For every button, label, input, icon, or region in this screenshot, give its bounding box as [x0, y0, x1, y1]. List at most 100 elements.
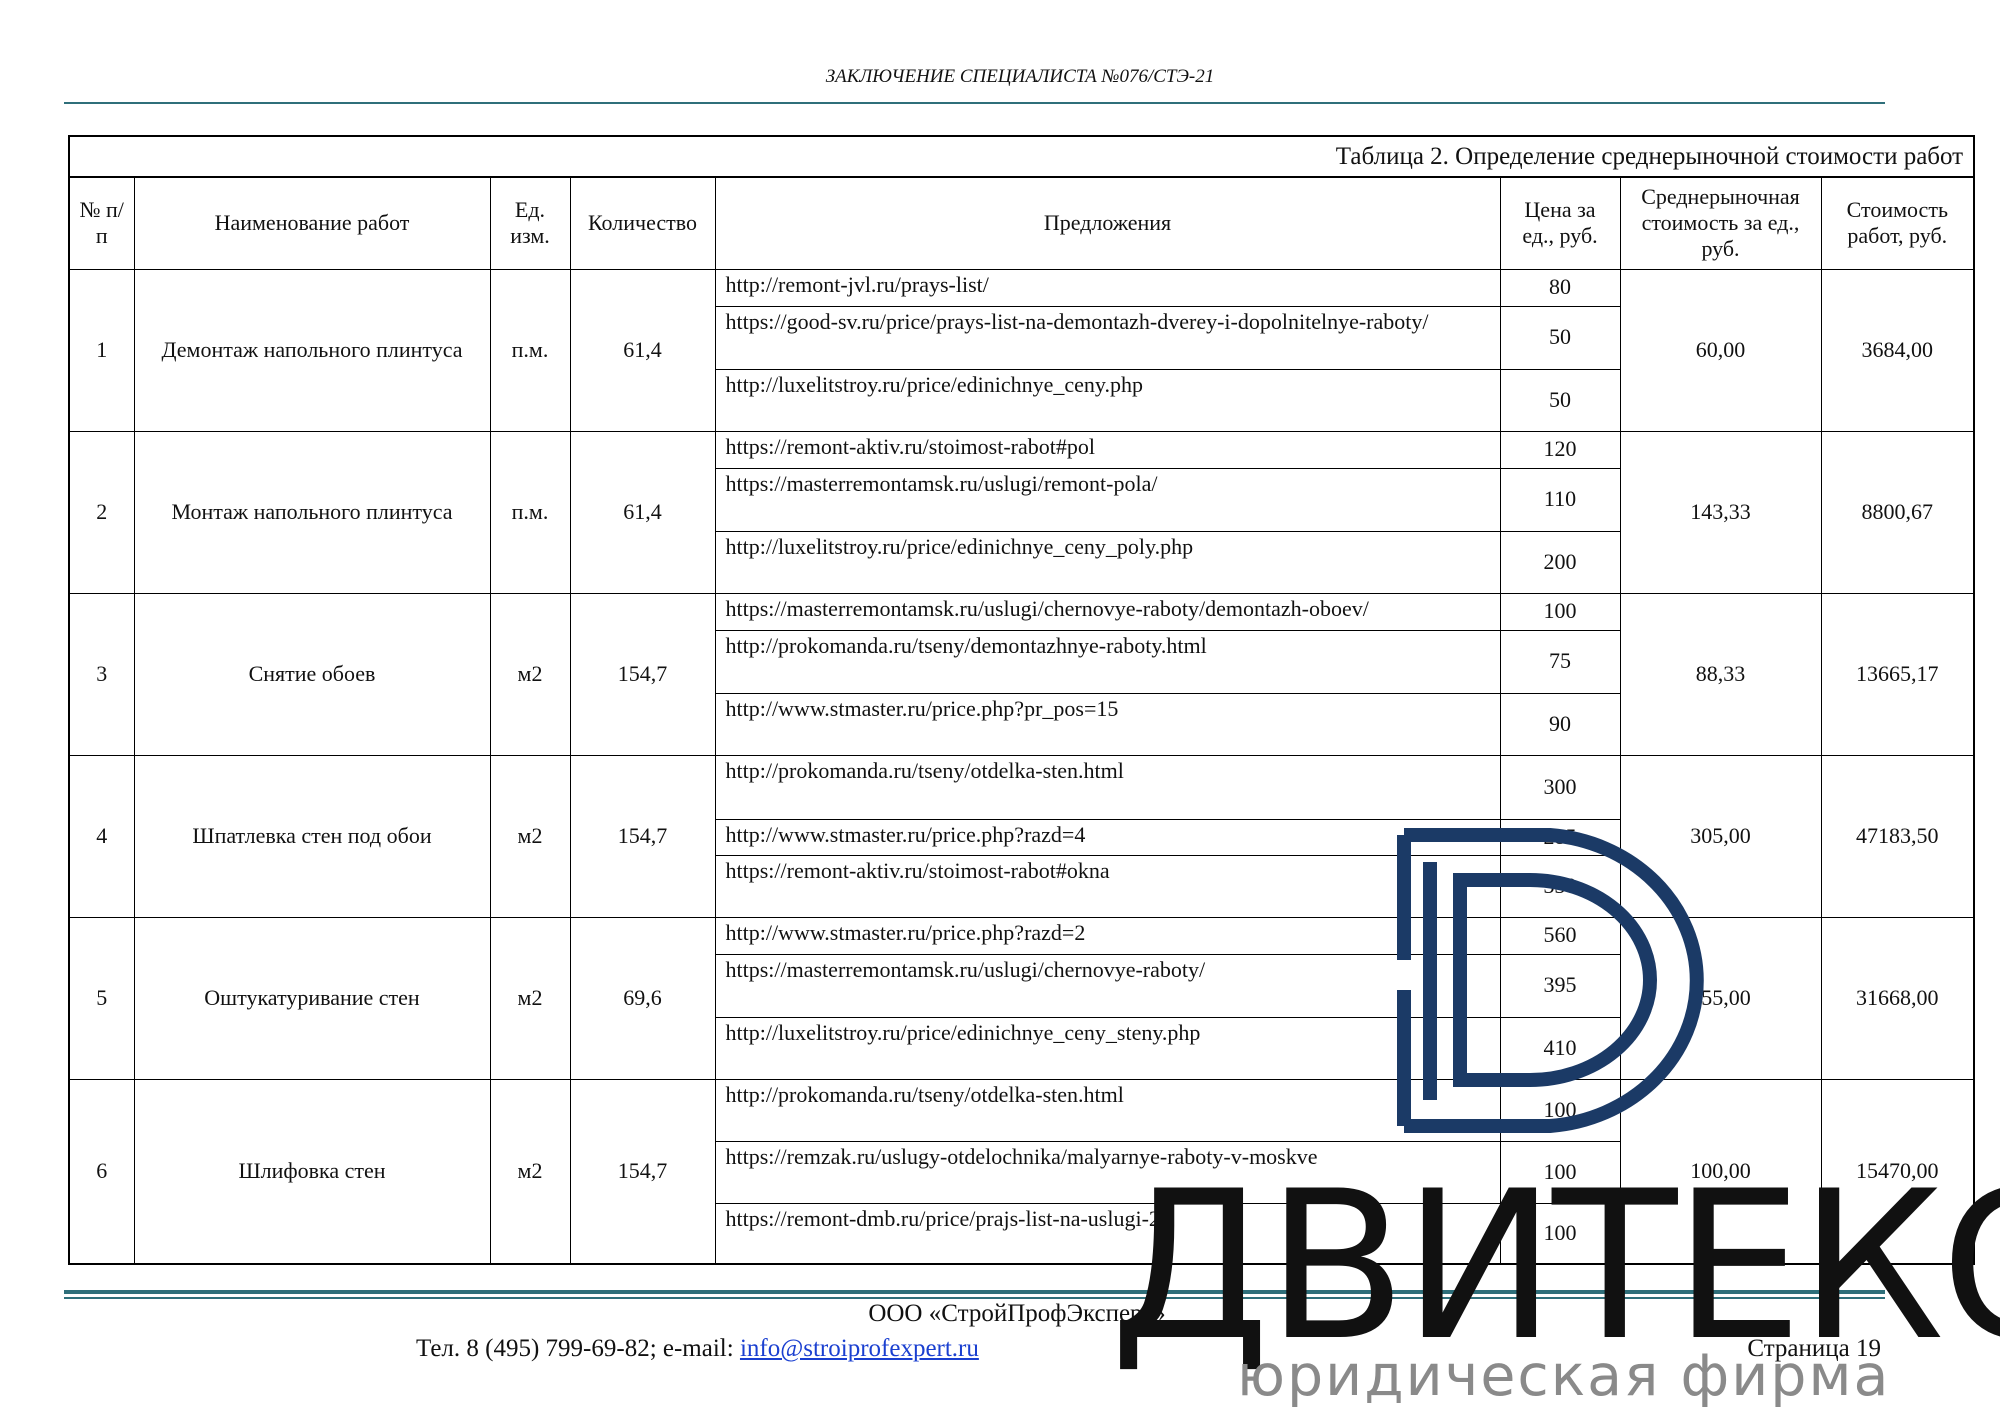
offer-price: 410 — [1499, 1016, 1621, 1080]
cell-quantity: 154,7 — [569, 1078, 716, 1265]
column-header: Ед. изм. — [489, 176, 571, 270]
cell-cost: 13665,17 — [1820, 592, 1975, 756]
offer-price: 285 — [1499, 818, 1621, 856]
footer-rule — [64, 1297, 1885, 1299]
offer-price: 395 — [1499, 953, 1621, 1018]
offer-price: 100 — [1499, 1202, 1621, 1265]
offer-url: http://prokomanda.ru/tseny/otdelka-sten.… — [714, 1078, 1501, 1142]
cell-unit: м2 — [489, 1078, 571, 1265]
offer-url: https://masterremontamsk.ru/uslugi/chern… — [714, 953, 1501, 1018]
watermark-subtitle: юридическая фирма — [1237, 1343, 1891, 1409]
table-row: 1 Демонтаж напольного плинтуса п.м. 61,4 htt… — [68, 268, 1975, 432]
offer-url: https://remont-aktiv.ru/stoimost-rabot#o… — [714, 854, 1501, 918]
offer-price: 75 — [1499, 629, 1621, 694]
offer-url: https://masterremontamsk.ru/uslugi/remon… — [714, 467, 1501, 532]
cell-quantity: 154,7 — [569, 754, 716, 918]
column-header: Среднерыночная стоимость за ед., руб. — [1619, 176, 1822, 270]
cell-no: 1 — [68, 268, 135, 432]
table-row: http://prokomanda.ru/tseny/demontazhnye-… — [69, 629, 1974, 694]
cell-cost: 31668,00 — [1820, 916, 1975, 1080]
column-header: Предложения — [714, 176, 1501, 270]
offer-price: 300 — [1499, 754, 1621, 820]
cell-avg: 100,00 — [1619, 1078, 1822, 1265]
table-row: https://good-sv.ru/price/prays-list-na-d… — [69, 305, 1974, 370]
cell-quantity: 61,4 — [569, 268, 716, 432]
offer-url: https://remont-aktiv.ru/stoimost-rabot#p… — [714, 430, 1501, 469]
cell-no: 2 — [68, 430, 135, 594]
offer-url: https://masterremontamsk.ru/uslugi/chern… — [714, 592, 1501, 631]
offer-url: https://remzak.ru/uslugy-otdelochnika/ma… — [714, 1140, 1501, 1204]
offer-price: 50 — [1499, 305, 1621, 370]
cell-cost: 15470,00 — [1820, 1078, 1975, 1265]
header-rule — [64, 102, 1885, 104]
cell-cost: 3684,00 — [1820, 268, 1975, 432]
table-body: Таблица 2. Определение среднерыночной ст… — [68, 135, 1975, 1265]
table-row: 5 Оштукатуривание стен м2 69,6 http://www.st… — [68, 916, 1975, 1080]
table-row: https://masterremontamsk.ru/uslugi/remon… — [69, 467, 1974, 532]
cell-name: Оштукатуривание стен — [133, 916, 491, 1080]
table-row: http://luxelitstroy.ru/price/edinichnye_… — [69, 530, 1974, 594]
cell-name: Демонтаж напольного плинтуса — [133, 268, 491, 432]
offer-url: http://luxelitstroy.ru/price/edinichnye_… — [714, 530, 1501, 594]
table-row: 3 Снятие обоев м2 154,7 https://masterremont… — [68, 592, 1975, 756]
offer-url: http://remont-jvl.ru/prays-list/ — [714, 268, 1501, 307]
offer-url: https://remont-dmb.ru/price/prajs-list-n… — [714, 1202, 1501, 1265]
column-header: № п/п — [68, 176, 135, 270]
offer-price: 100 — [1499, 1140, 1621, 1204]
cell-unit: п.м. — [489, 268, 571, 432]
offer-url: http://luxelitstroy.ru/price/edinichnye_… — [714, 368, 1501, 432]
contacts: Тел. 8 (495) 799-69-82; e-mail: info@str… — [416, 1335, 979, 1363]
offer-price: 50 — [1499, 368, 1621, 432]
cell-quantity: 61,4 — [569, 430, 716, 594]
table-row: 2 Монтаж напольного плинтуса п.м. 61,4 https… — [68, 430, 1975, 594]
cell-unit: п.м. — [489, 430, 571, 594]
offer-price: 120 — [1499, 430, 1621, 469]
cell-cost: 47183,50 — [1820, 754, 1975, 918]
cost-table: Таблица 2. Определение среднерыночной ст… — [68, 135, 1976, 1265]
offer-price: 110 — [1499, 467, 1621, 532]
table-row: https://remont-dmb.ru/price/prajs-list-n… — [69, 1202, 1974, 1265]
offer-url: https://good-sv.ru/price/prays-list-na-d… — [714, 305, 1501, 370]
offer-price: 200 — [1499, 530, 1621, 594]
cell-avg: 305,00 — [1619, 754, 1822, 918]
cell-no: 4 — [68, 754, 135, 918]
cell-name: Шлифовка стен — [133, 1078, 491, 1265]
cell-name: Снятие обоев — [133, 592, 491, 756]
offer-url: http://www.stmaster.ru/price.php?pr_pos=… — [714, 692, 1501, 756]
offer-price: 80 — [1499, 268, 1621, 307]
table-row: 6 Шлифовка стен м2 154,7 http://prokomanda.r… — [68, 1078, 1975, 1265]
cell-name: Монтаж напольного плинтуса — [133, 430, 491, 594]
column-header: Наименование работ — [133, 176, 491, 270]
watermark-name: ДВИТЕКС — [1110, 1148, 2000, 1386]
cell-no: 3 — [68, 592, 135, 756]
cell-unit: м2 — [489, 592, 571, 756]
table-row: http://luxelitstroy.ru/price/edinichnye_… — [69, 368, 1974, 432]
table-caption: Таблица 2. Определение среднерыночной ст… — [68, 135, 1975, 178]
contacts-text: Тел. 8 (495) 799-69-82; e-mail: — [416, 1335, 734, 1362]
offer-url: http://prokomanda.ru/tseny/otdelka-sten.… — [714, 754, 1501, 820]
offer-price: 100 — [1499, 592, 1621, 631]
column-header: Количество — [569, 176, 716, 270]
offer-url: http://luxelitstroy.ru/price/edinichnye_… — [714, 1016, 1501, 1080]
cell-unit: м2 — [489, 754, 571, 918]
offer-price: 90 — [1499, 692, 1621, 756]
company: ООО «СтройПрофЭксперт» — [868, 1300, 1166, 1327]
offer-url: http://www.stmaster.ru/price.php?razd=2 — [714, 916, 1501, 955]
cell-no: 5 — [68, 916, 135, 1080]
cell-avg: 455,00 — [1619, 916, 1822, 1080]
table-row: 4 Шпатлевка стен под обои м2 154,7 http://pr… — [68, 754, 1975, 918]
footer-rule — [64, 1290, 1885, 1294]
cell-avg: 88,33 — [1619, 592, 1822, 756]
cell-quantity: 69,6 — [569, 916, 716, 1080]
cell-avg: 60,00 — [1619, 268, 1822, 432]
cell-avg: 143,33 — [1619, 430, 1822, 594]
offer-url: http://prokomanda.ru/tseny/demontazhnye-… — [714, 629, 1501, 694]
table-row: Таблица 2. Определение среднерыночной ст… — [68, 135, 1975, 178]
offer-price: 560 — [1499, 916, 1621, 955]
email-link[interactable]: info@stroiprofexpert.ru — [739, 1335, 979, 1362]
table-row: № п/п Наименование работ Ед. изм. Количеств… — [68, 176, 1975, 270]
page-number: Страница 19 — [1747, 1335, 1881, 1362]
offer-url: http://www.stmaster.ru/price.php?razd=4 — [714, 818, 1501, 856]
cell-no: 6 — [68, 1078, 135, 1265]
